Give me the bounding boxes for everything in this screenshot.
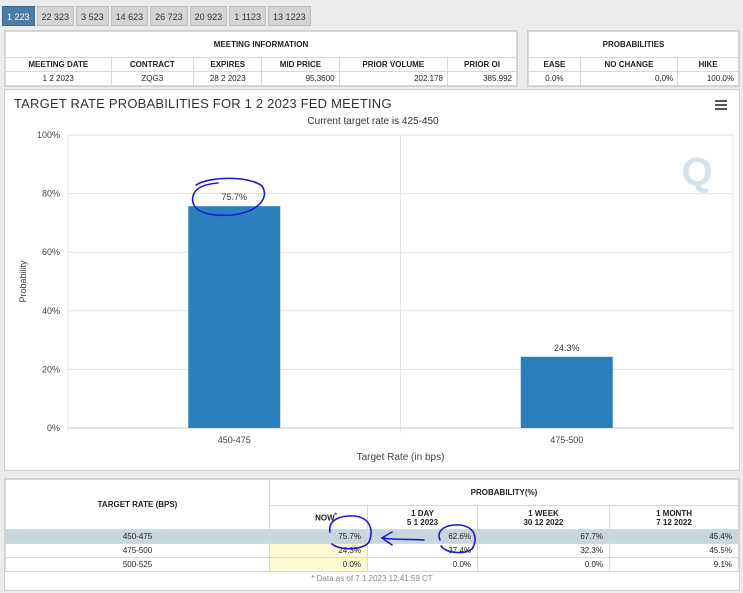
col-prior-oi: PRIOR OI <box>446 57 518 72</box>
day-cell: 37.4% <box>367 543 478 558</box>
probability-group-header: PROBABILITY(%) <box>269 479 739 506</box>
probability-table-panel: TARGET RATE (BPS) PROBABILITY(%) NOW* 1 … <box>4 478 740 591</box>
day-cell: 0.0% <box>367 557 478 572</box>
tab-26-723[interactable]: 26 723 <box>150 6 188 26</box>
tab-22-323[interactable]: 22 323 <box>36 6 75 26</box>
y-tick-label: 40% <box>42 306 60 316</box>
table-row: 475-500 24.3% 37.4% 32.3% 45.5% <box>5 543 739 558</box>
y-axis-label: Probability <box>18 260 28 303</box>
contract-value: ZQG3 <box>110 71 195 86</box>
col-mid-price: MID PRICE <box>261 57 340 72</box>
y-tick-label: 100% <box>37 130 60 140</box>
probabilities-heading: PROBABILITIES <box>528 31 739 58</box>
meeting-tabs: 1 223 22 323 3 523 14 623 26 723 20 923 … <box>2 6 311 26</box>
mid-price-value: 95.3600 <box>261 71 340 86</box>
tab-14-623[interactable]: 14 623 <box>110 6 149 26</box>
tab-3-523[interactable]: 3 523 <box>76 6 109 26</box>
probabilities-table: PROBABILITIES EASE NO CHANGE HIKE 0.0% 0… <box>528 31 739 86</box>
rate-cell: 475-500 <box>5 543 270 558</box>
month-cell: 45.5% <box>609 543 739 558</box>
col-contract: CONTRACT <box>110 57 195 72</box>
data-label: 75.7% <box>221 192 247 202</box>
y-tick-label: 80% <box>42 189 60 199</box>
chart-canvas: 0% 20% 40% 60% 80% 100% Q 75.7% 450-475 24.3% 475-… <box>18 130 734 463</box>
y-tick-label: 60% <box>42 247 60 257</box>
meeting-date-value: 1 2 2023 <box>5 71 112 86</box>
y-tick-label: 20% <box>42 364 60 374</box>
col-expires: EXPIRES <box>193 57 263 72</box>
table-row: 500-525 0.0% 0.0% 0.0% 9.1% <box>5 557 739 572</box>
bar <box>520 356 613 428</box>
tab-1-223[interactable]: 1 223 <box>2 6 35 26</box>
y-tick-label: 0% <box>47 423 60 433</box>
prior-volume-value: 202.178 <box>338 71 448 86</box>
col-1-month: 1 MONTH 7 12 2022 <box>609 505 739 530</box>
bar <box>188 206 281 428</box>
x-axis-label: Target Rate (in bps) <box>357 452 445 463</box>
now-cell: 0.0% <box>269 557 368 572</box>
data-timestamp-footnote: * Data as of 7 1 2023 12:41:59 CT <box>311 574 433 583</box>
chart-title: TARGET RATE PROBABILITIES FOR 1 2 2023 F… <box>14 96 392 111</box>
probabilities-panel: PROBABILITIES EASE NO CHANGE HIKE 0.0% 0… <box>527 30 740 87</box>
col-no-change: NO CHANGE <box>579 57 679 72</box>
chart-subtitle: Current target rate is 425-450 <box>307 116 439 127</box>
no-change-value: 0.0% <box>579 71 679 86</box>
hike-value: 100.0% <box>677 71 739 86</box>
x-tick-label: 475-500 <box>550 435 583 445</box>
expires-value: 28 2 2023 <box>193 71 263 86</box>
prior-oi-value: 385.992 <box>446 71 518 86</box>
rate-cell: 450-475 <box>5 529 270 544</box>
hamburger-menu-icon[interactable] <box>715 100 727 110</box>
meeting-info-heading: MEETING INFORMATION <box>5 31 517 58</box>
probability-table: TARGET RATE (BPS) PROBABILITY(%) NOW* 1 … <box>5 479 739 572</box>
table-row: 450-475 75.7% 62.6% 67.7% 45.4% <box>5 529 739 544</box>
target-rate-header: TARGET RATE (BPS) <box>5 479 270 530</box>
watermark-logo: Q <box>681 150 712 194</box>
chart-panel: 0% 20% 40% 60% 80% 100% Q 75.7% 450-475 24.3% 475-… <box>4 89 740 471</box>
col-prior-volume: PRIOR VOLUME <box>338 57 448 72</box>
tab-1-1123[interactable]: 1 1123 <box>229 6 267 26</box>
meeting-info-table: MEETING INFORMATION MEETING DATE CONTRAC… <box>5 31 518 86</box>
col-meeting-date: MEETING DATE <box>5 57 112 72</box>
week-cell: 67.7% <box>477 529 610 544</box>
rate-cell: 500-525 <box>5 557 270 572</box>
col-hike: HIKE <box>677 57 739 72</box>
month-cell: 9.1% <box>609 557 739 572</box>
week-cell: 32.3% <box>477 543 610 558</box>
tab-13-1223[interactable]: 13 1223 <box>268 6 311 26</box>
col-ease: EASE <box>528 57 581 72</box>
x-tick-label: 450-475 <box>218 435 251 445</box>
col-1-day: 1 DAY 5 1 2023 <box>367 505 478 530</box>
week-cell: 0.0% <box>477 557 610 572</box>
col-1-week: 1 WEEK 30 12 2022 <box>477 505 610 530</box>
meeting-info-panel: MEETING INFORMATION MEETING DATE CONTRAC… <box>4 30 518 87</box>
now-cell: 75.7% <box>269 529 368 544</box>
month-cell: 45.4% <box>609 529 739 544</box>
col-now: NOW* <box>269 505 368 530</box>
now-cell: 24.3% <box>269 543 368 558</box>
ease-value: 0.0% <box>528 71 581 86</box>
day-cell: 62.6% <box>367 529 478 544</box>
tab-20-923[interactable]: 20 923 <box>189 6 228 26</box>
data-label: 24.3% <box>554 343 580 353</box>
